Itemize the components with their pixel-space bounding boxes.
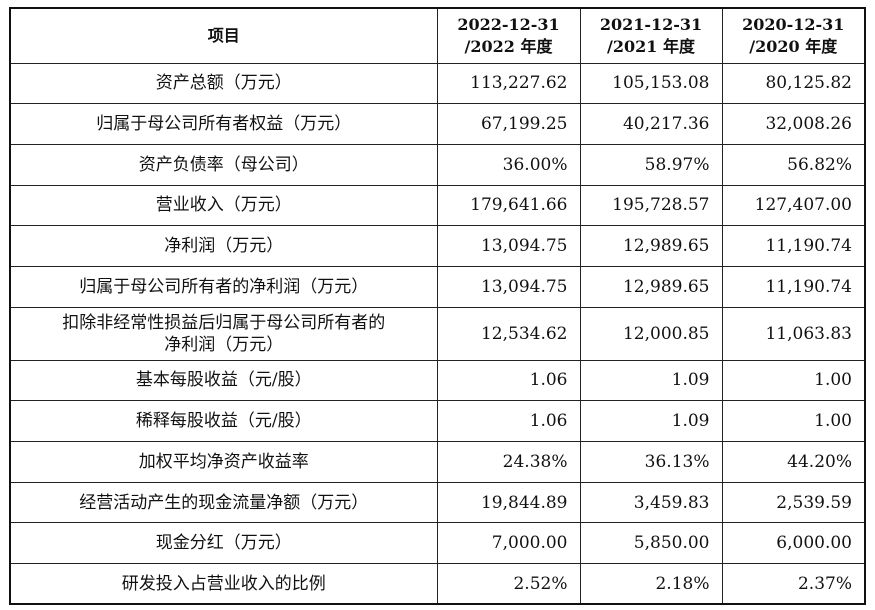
row-label: 资产负债率（母公司） — [9, 143, 438, 186]
value-2021: 5,850.00 — [579, 522, 723, 565]
table-row: 归属于母公司所有者权益（万元） 67,199.25 40,217.36 32,0… — [9, 103, 866, 145]
value-2020: 80,125.82 — [721, 62, 866, 105]
table-row: 资产负债率（母公司） 36.00% 58.97% 56.82% — [9, 143, 866, 186]
value-2020: 32,008.26 — [721, 103, 866, 145]
value-2022: 7,000.00 — [436, 522, 581, 565]
value-2022: 36.00% — [436, 143, 581, 186]
header-item: 项目 — [9, 7, 438, 64]
value-2021: 12,989.65 — [579, 265, 723, 308]
value-2020: 2,539.59 — [721, 481, 866, 524]
value-2022: 113,227.62 — [436, 62, 581, 105]
value-2020: 11,190.74 — [721, 225, 866, 267]
value-2021: 3,459.83 — [579, 481, 723, 524]
value-2021: 105,153.08 — [579, 62, 723, 105]
table-row: 归属于母公司所有者的净利润（万元） 13,094.75 12,989.65 11… — [9, 265, 866, 308]
table-row: 现金分红（万元） 7,000.00 5,850.00 6,000.00 — [9, 522, 866, 565]
table-row: 基本每股收益（元/股） 1.06 1.09 1.00 — [9, 359, 866, 402]
row-label: 净利润（万元） — [9, 225, 438, 267]
table-row: 净利润（万元） 13,094.75 12,989.65 11,190.74 — [9, 225, 866, 267]
row-label: 现金分红（万元） — [9, 522, 438, 565]
row-label: 稀释每股收益（元/股） — [9, 400, 438, 442]
table-row: 营业收入（万元） 179,641.66 195,728.57 127,407.0… — [9, 184, 866, 227]
row-label: 扣除非经常性损益后归属于母公司所有者的 净利润（万元） — [9, 306, 438, 361]
value-2021: 1.09 — [579, 400, 723, 442]
value-2022: 24.38% — [436, 441, 581, 483]
value-2020: 11,063.83 — [721, 306, 866, 361]
value-2020: 1.00 — [721, 400, 866, 442]
value-2022: 1.06 — [436, 400, 581, 442]
table-row: 稀释每股收益（元/股） 1.06 1.09 1.00 — [9, 400, 866, 442]
table-row: 研发投入占营业收入的比例 2.52% 2.18% 2.37% — [9, 563, 866, 606]
header-2022: 2022-12-31/2022 年度 — [436, 7, 581, 64]
row-label: 加权平均净资产收益率 — [9, 441, 438, 483]
value-2021: 1.09 — [579, 359, 723, 402]
value-2021: 2.18% — [579, 563, 723, 606]
value-2022: 2.52% — [436, 563, 581, 606]
value-2022: 12,534.62 — [436, 306, 581, 361]
value-2021: 12,989.65 — [579, 225, 723, 267]
table-row: 资产总额（万元） 113,227.62 105,153.08 80,125.82 — [9, 62, 866, 105]
value-2020: 1.00 — [721, 359, 866, 402]
value-2020: 56.82% — [721, 143, 866, 186]
value-2022: 13,094.75 — [436, 265, 581, 308]
table-row: 扣除非经常性损益后归属于母公司所有者的 净利润（万元） 12,534.62 12,… — [9, 306, 866, 361]
value-2021: 58.97% — [579, 143, 723, 186]
value-2022: 179,641.66 — [436, 184, 581, 227]
value-2020: 44.20% — [721, 441, 866, 483]
value-2021: 36.13% — [579, 441, 723, 483]
value-2021: 195,728.57 — [579, 184, 723, 227]
table-row: 加权平均净资产收益率 24.38% 36.13% 44.20% — [9, 441, 866, 483]
financial-summary-table: 项目 2022-12-31/2022 年度 2021-12-31/2021 年度… — [9, 7, 866, 606]
value-2020: 127,407.00 — [721, 184, 866, 227]
header-2021: 2021-12-31/2021 年度 — [579, 7, 723, 64]
value-2020: 6,000.00 — [721, 522, 866, 565]
value-2022: 67,199.25 — [436, 103, 581, 145]
value-2020: 2.37% — [721, 563, 866, 606]
table-row: 经营活动产生的现金流量净额（万元） 19,844.89 3,459.83 2,5… — [9, 481, 866, 524]
row-label: 基本每股收益（元/股） — [9, 359, 438, 402]
header-row: 项目 2022-12-31/2022 年度 2021-12-31/2021 年度… — [9, 7, 866, 64]
row-label: 研发投入占营业收入的比例 — [9, 563, 438, 606]
row-label: 资产总额（万元） — [9, 62, 438, 105]
value-2022: 13,094.75 — [436, 225, 581, 267]
row-label: 经营活动产生的现金流量净额（万元） — [9, 481, 438, 524]
value-2021: 12,000.85 — [579, 306, 723, 361]
value-2022: 19,844.89 — [436, 481, 581, 524]
row-label: 归属于母公司所有者权益（万元） — [9, 103, 438, 145]
value-2020: 11,190.74 — [721, 265, 866, 308]
header-2020: 2020-12-31/2020 年度 — [721, 7, 866, 64]
value-2022: 1.06 — [436, 359, 581, 402]
row-label: 归属于母公司所有者的净利润（万元） — [9, 265, 438, 308]
value-2021: 40,217.36 — [579, 103, 723, 145]
row-label: 营业收入（万元） — [9, 184, 438, 227]
